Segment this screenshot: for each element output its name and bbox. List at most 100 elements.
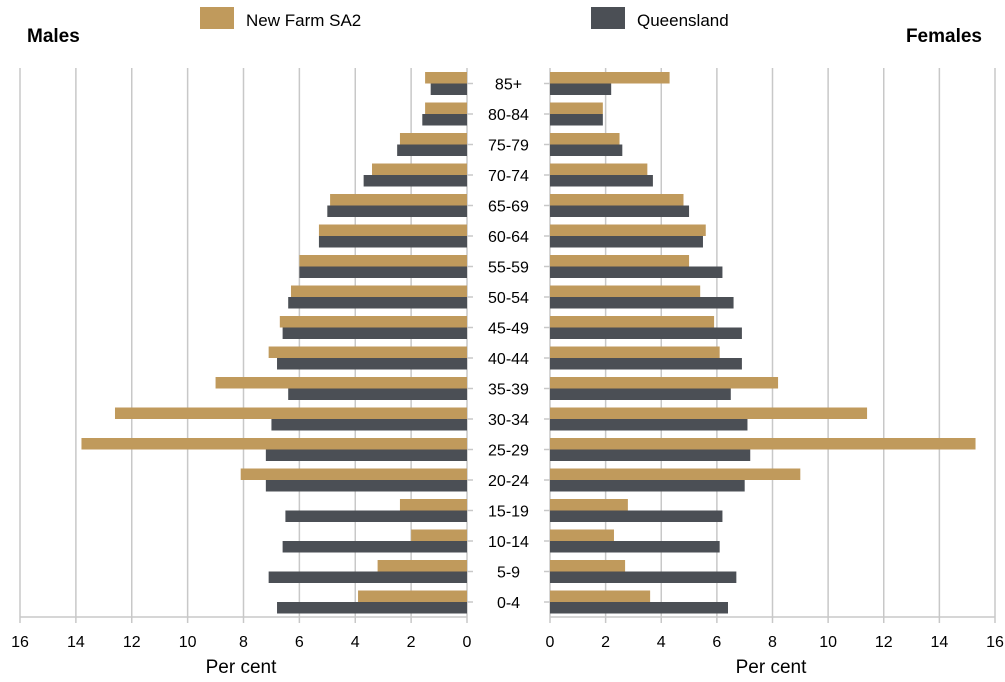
bar-male-new-farm-30-34 <box>114 407 468 419</box>
legend-label-new-farm: New Farm SA2 <box>246 11 361 30</box>
bar-female-queensland-35-39 <box>550 388 731 400</box>
bar-female-new-farm-25-29 <box>550 438 976 450</box>
bar-male-queensland-85+ <box>430 83 467 95</box>
bar-male-queensland-70-74 <box>363 175 467 187</box>
bar-male-new-farm-15-19 <box>399 499 467 511</box>
bar-female-queensland-20-24 <box>550 480 745 492</box>
bar-male-new-farm-75-79 <box>399 133 467 145</box>
age-group-label: 70-74 <box>488 168 529 185</box>
x-tick-label-left: 12 <box>123 634 141 651</box>
age-group-label: 10-14 <box>488 534 529 551</box>
bar-male-queensland-80-84 <box>422 114 467 126</box>
age-group-label: 15-19 <box>488 504 529 521</box>
age-group-label: 20-24 <box>488 473 529 490</box>
age-group-label: 65-69 <box>488 199 529 216</box>
bar-male-new-farm-10-14 <box>411 529 467 541</box>
bar-female-queensland-10-14 <box>550 541 720 553</box>
bar-female-new-farm-30-34 <box>550 407 868 419</box>
age-group-label: 0-4 <box>497 595 520 612</box>
age-group-label: 45-49 <box>488 321 529 338</box>
bar-female-new-farm-20-24 <box>550 468 801 480</box>
x-tick-label-right: 2 <box>601 634 610 651</box>
legend: New Farm SA2 Queensland <box>200 7 729 30</box>
bar-male-new-farm-65-69 <box>330 194 467 206</box>
bar-female-new-farm-50-54 <box>550 285 701 297</box>
females-title: Females <box>906 26 982 47</box>
age-labels: 85+ 80-84 75-79 70-74 65-69 60-64 55-59 50-54 45… <box>467 77 550 612</box>
bar-female-new-farm-55-59 <box>550 255 690 267</box>
bar-male-queensland-45-49 <box>282 327 467 339</box>
grid-lines <box>19 68 996 617</box>
bar-male-queensland-10-14 <box>282 541 467 553</box>
legend-swatch-new-farm <box>200 7 234 29</box>
bar-female-queensland-0-4 <box>550 602 728 614</box>
bar-male-new-farm-0-4 <box>358 590 467 602</box>
bar-male-new-farm-35-39 <box>215 377 467 389</box>
bars <box>81 72 976 614</box>
bar-female-queensland-85+ <box>550 83 612 95</box>
bar-male-new-farm-40-44 <box>268 346 467 358</box>
x-tick-label-left: 2 <box>407 634 416 651</box>
x-axis-title-males: Per cent <box>206 657 277 678</box>
x-tick-label-right: 14 <box>930 634 948 651</box>
bar-female-new-farm-65-69 <box>550 194 684 206</box>
age-group-label: 5-9 <box>497 565 520 582</box>
bar-male-new-farm-25-29 <box>81 438 468 450</box>
males-title: Males <box>27 26 80 47</box>
age-group-label: 30-34 <box>488 412 529 429</box>
bar-female-new-farm-75-79 <box>550 133 620 145</box>
age-group-label: 40-44 <box>488 351 529 368</box>
bar-female-queensland-25-29 <box>550 449 751 461</box>
x-tick-label-left: 14 <box>67 634 85 651</box>
bar-female-new-farm-0-4 <box>550 590 651 602</box>
x-tick-label-left: 4 <box>351 634 360 651</box>
legend-swatch-queensland <box>591 7 625 29</box>
bar-male-new-farm-70-74 <box>372 163 467 175</box>
age-group-label: 50-54 <box>488 290 529 307</box>
bar-female-queensland-60-64 <box>550 236 703 248</box>
bar-female-queensland-65-69 <box>550 205 690 217</box>
bar-female-new-farm-70-74 <box>550 163 648 175</box>
bar-female-queensland-70-74 <box>550 175 653 187</box>
x-tick-label-right: 0 <box>546 634 555 651</box>
axes: 0 0 2 2 4 4 6 6 8 8 10 10 12 12 14 14 16 16 <box>11 616 1004 651</box>
x-tick-label-left: 10 <box>179 634 197 651</box>
x-tick-label-left: 0 <box>463 634 472 651</box>
x-tick-label-right: 10 <box>819 634 837 651</box>
age-group-label: 25-29 <box>488 443 529 460</box>
x-tick-label-right: 6 <box>712 634 721 651</box>
bar-male-queensland-20-24 <box>265 480 467 492</box>
bar-male-queensland-75-79 <box>397 144 467 156</box>
bar-male-queensland-0-4 <box>277 602 467 614</box>
bar-male-queensland-15-19 <box>285 510 467 522</box>
age-group-label: 80-84 <box>488 107 529 124</box>
bar-female-new-farm-85+ <box>550 72 670 84</box>
bar-male-new-farm-80-84 <box>425 102 467 114</box>
bar-female-queensland-80-84 <box>550 114 603 126</box>
bar-female-queensland-75-79 <box>550 144 623 156</box>
bar-female-queensland-40-44 <box>550 358 742 370</box>
x-tick-label-right: 4 <box>657 634 666 651</box>
x-tick-label-left: 6 <box>295 634 304 651</box>
bar-female-queensland-45-49 <box>550 327 742 339</box>
bar-female-queensland-15-19 <box>550 510 723 522</box>
bar-male-new-farm-55-59 <box>299 255 467 267</box>
bar-male-queensland-55-59 <box>299 266 467 278</box>
bar-male-new-farm-85+ <box>425 72 467 84</box>
bar-female-new-farm-80-84 <box>550 102 603 114</box>
bar-female-new-farm-15-19 <box>550 499 628 511</box>
bar-female-new-farm-60-64 <box>550 224 706 236</box>
bar-female-queensland-55-59 <box>550 266 723 278</box>
bar-male-queensland-35-39 <box>288 388 467 400</box>
age-group-label: 55-59 <box>488 260 529 277</box>
age-group-label: 60-64 <box>488 229 529 246</box>
bar-male-queensland-40-44 <box>277 358 467 370</box>
bar-female-new-farm-45-49 <box>550 316 715 328</box>
bar-female-queensland-30-34 <box>550 419 748 431</box>
bar-male-queensland-25-29 <box>265 449 467 461</box>
bar-female-new-farm-35-39 <box>550 377 779 389</box>
age-group-label: 75-79 <box>488 138 529 155</box>
bar-male-queensland-50-54 <box>288 297 467 309</box>
bar-female-new-farm-5-9 <box>550 560 626 572</box>
